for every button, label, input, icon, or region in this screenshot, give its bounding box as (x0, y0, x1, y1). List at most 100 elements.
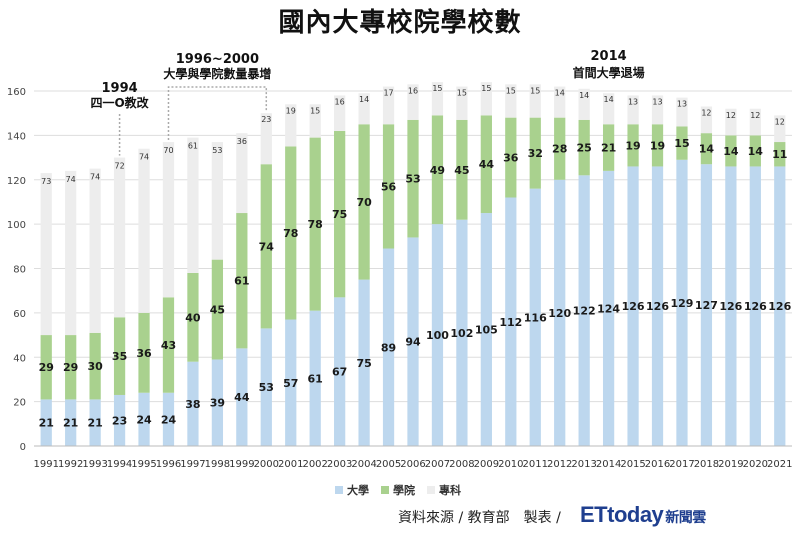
data-label-university: 126 (622, 300, 645, 313)
y-tick-label: 100 (7, 220, 26, 231)
x-tick-label: 2006 (400, 459, 425, 470)
data-label-university: 116 (524, 311, 547, 324)
bar-college (211, 259, 224, 360)
data-label-college: 29 (63, 361, 78, 374)
bar-university (602, 170, 615, 446)
bar-junior-college (65, 170, 77, 336)
legend-label-university: 大學 (347, 483, 369, 497)
bar-university (700, 164, 713, 446)
y-tick-label: 140 (7, 131, 26, 142)
bar-university (89, 399, 101, 446)
bar-university (529, 188, 541, 446)
data-label-university: 105 (475, 324, 498, 337)
x-tick-label: 2010 (498, 459, 523, 470)
data-label-college: 78 (308, 218, 323, 231)
data-label-junior-college: 15 (432, 84, 442, 93)
data-label-university: 38 (185, 398, 200, 411)
bar-university (260, 328, 272, 446)
data-label-junior-college: 74 (90, 173, 100, 182)
x-tick-label: 1992 (58, 459, 83, 470)
data-label-junior-college: 15 (481, 84, 491, 93)
bar-college (382, 124, 395, 249)
annotation-text: 四一O教改 (90, 95, 149, 110)
bar-junior-college (211, 142, 224, 260)
x-tick-label: 2018 (694, 459, 719, 470)
bar-junior-college (40, 173, 52, 336)
x-tick-label: 1994 (107, 459, 132, 470)
bar-junior-college (505, 84, 517, 118)
bar-junior-college (260, 113, 272, 165)
data-label-university: 39 (210, 397, 225, 410)
data-label-junior-college: 73 (41, 177, 51, 186)
bar-university (554, 179, 566, 446)
x-tick-label: 2007 (425, 459, 450, 470)
annotation-text: 大學與學院數量暴增 (163, 66, 271, 81)
bar-college (113, 317, 126, 395)
data-label-junior-college: 13 (677, 100, 687, 109)
data-label-junior-college: 23 (261, 115, 271, 124)
x-tick-label: 2015 (620, 459, 645, 470)
data-label-college: 29 (39, 361, 54, 374)
data-label-college: 32 (528, 147, 543, 160)
data-label-university: 21 (63, 417, 78, 430)
data-label-junior-college: 61 (188, 142, 198, 151)
annotation-year: 1996~2000 (176, 52, 259, 67)
bar-junior-college (162, 142, 175, 298)
bar-university (774, 166, 786, 446)
data-label-university: 24 (136, 413, 152, 426)
bar-junior-college (431, 82, 444, 116)
data-label-junior-college: 74 (66, 175, 76, 184)
data-label-university: 23 (112, 414, 127, 427)
bar-junior-college (480, 82, 492, 116)
data-label-university: 24 (161, 413, 177, 426)
data-label-junior-college: 17 (383, 89, 393, 98)
bar-college (529, 117, 541, 189)
bar-university (505, 197, 517, 446)
data-label-university: 94 (405, 336, 421, 349)
data-label-college: 45 (210, 304, 225, 317)
x-tick-label: 1993 (82, 459, 107, 470)
bar-university (578, 175, 590, 446)
data-label-junior-college: 16 (335, 97, 345, 106)
bar-junior-college (602, 93, 615, 125)
bar-college (431, 115, 444, 225)
data-label-college: 75 (332, 208, 347, 221)
bar-junior-college (676, 97, 688, 127)
bar-university (676, 159, 688, 446)
bar-junior-college (456, 86, 468, 120)
data-label-college: 19 (625, 139, 640, 152)
data-label-junior-college: 36 (237, 137, 247, 146)
source-note: 資料來源 / 教育部 製表 / (398, 510, 561, 526)
bar-junior-college (529, 84, 541, 118)
data-label-college: 43 (161, 339, 176, 352)
x-tick-label: 2003 (327, 459, 352, 470)
bar-college (578, 119, 590, 176)
data-label-university: 126 (719, 300, 742, 313)
data-label-junior-college: 15 (457, 89, 467, 98)
bar-junior-college (187, 137, 199, 273)
bar-college (162, 297, 175, 393)
bar-university (211, 359, 224, 446)
bar-university (65, 399, 77, 446)
data-label-university: 126 (768, 300, 791, 313)
legend-swatch-college (381, 486, 389, 494)
x-tick-label: 1998 (205, 459, 230, 470)
x-tick-label: 2017 (669, 459, 694, 470)
bar-college (651, 124, 664, 167)
data-label-college: 25 (577, 142, 592, 155)
bar-college (65, 335, 77, 400)
bar-college (676, 126, 688, 160)
bar-junior-college (725, 108, 737, 136)
data-label-junior-college: 12 (726, 111, 736, 120)
bar-university (431, 224, 444, 446)
x-tick-label: 1999 (229, 459, 254, 470)
data-label-college: 28 (552, 143, 567, 156)
bar-college (480, 115, 492, 214)
data-label-junior-college: 12 (701, 109, 711, 118)
bar-college (260, 164, 272, 329)
annotation-text: 首間大學退場 (573, 65, 645, 80)
data-label-university: 53 (259, 381, 274, 394)
bar-university (309, 310, 321, 446)
data-label-junior-college: 15 (530, 86, 540, 95)
y-tick-label: 20 (13, 398, 26, 409)
